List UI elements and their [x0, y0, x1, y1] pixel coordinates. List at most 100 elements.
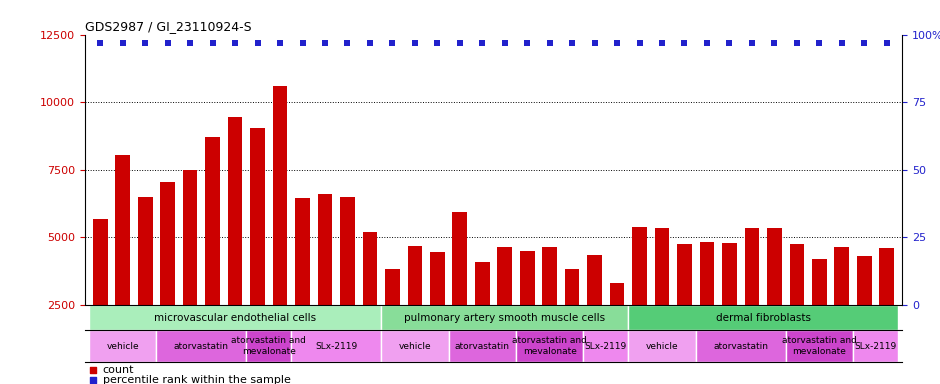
Bar — [722, 243, 737, 373]
Point — [722, 40, 737, 46]
Bar — [381, 330, 448, 362]
Point — [677, 40, 692, 46]
Bar — [381, 305, 628, 330]
Bar — [246, 330, 291, 362]
Text: atorvastatin: atorvastatin — [455, 342, 509, 351]
Point — [160, 40, 175, 46]
Bar — [183, 170, 197, 373]
Point — [879, 40, 894, 46]
Point — [542, 40, 557, 46]
Bar — [295, 198, 310, 373]
Point — [767, 40, 782, 46]
Point — [520, 40, 535, 46]
Point — [856, 40, 871, 46]
Text: SLx-2119: SLx-2119 — [315, 342, 357, 351]
Point — [250, 40, 265, 46]
Point — [86, 367, 101, 373]
Bar — [628, 305, 898, 330]
Bar — [588, 255, 602, 373]
Bar — [880, 248, 894, 373]
Text: microvascular endothelial cells: microvascular endothelial cells — [154, 313, 316, 323]
Point — [834, 40, 849, 46]
Bar — [116, 155, 130, 373]
Bar — [677, 244, 692, 373]
Bar — [452, 212, 467, 373]
Bar — [318, 194, 333, 373]
Bar — [853, 330, 898, 362]
Bar — [542, 247, 557, 373]
Bar — [93, 218, 107, 373]
Text: atorvastatin and
mevalonate: atorvastatin and mevalonate — [512, 336, 588, 356]
Point — [384, 40, 400, 46]
Text: percentile rank within the sample: percentile rank within the sample — [102, 375, 290, 384]
Point — [609, 40, 624, 46]
Text: vehicle: vehicle — [399, 342, 431, 351]
Bar — [654, 228, 669, 373]
Point — [363, 40, 378, 46]
Bar — [497, 247, 512, 373]
Bar — [291, 330, 381, 362]
Bar — [565, 269, 579, 373]
Bar — [767, 228, 782, 373]
Bar — [516, 330, 584, 362]
Point — [227, 40, 243, 46]
Bar — [744, 228, 760, 373]
Point — [699, 40, 714, 46]
Point — [475, 40, 490, 46]
Bar — [385, 269, 400, 373]
Text: vehicle: vehicle — [646, 342, 679, 351]
Text: GDS2987 / GI_23110924-S: GDS2987 / GI_23110924-S — [85, 20, 251, 33]
Point — [654, 40, 669, 46]
Point — [273, 40, 288, 46]
Text: vehicle: vehicle — [106, 342, 139, 351]
Point — [295, 40, 310, 46]
Bar — [430, 252, 445, 373]
Point — [407, 40, 422, 46]
Bar — [857, 257, 871, 373]
Text: atorvastatin and
mevalonate: atorvastatin and mevalonate — [782, 336, 856, 356]
Text: atorvastatin and
mevalonate: atorvastatin and mevalonate — [231, 336, 306, 356]
Bar — [448, 330, 516, 362]
Bar — [790, 244, 804, 373]
Point — [812, 40, 827, 46]
Point — [182, 40, 197, 46]
Point — [430, 40, 445, 46]
Text: count: count — [102, 365, 134, 375]
Point — [93, 40, 108, 46]
Bar — [340, 197, 354, 373]
Point — [86, 377, 101, 383]
Point — [318, 40, 333, 46]
Bar — [475, 262, 490, 373]
Point — [565, 40, 580, 46]
Point — [744, 40, 760, 46]
Point — [790, 40, 805, 46]
Point — [138, 40, 153, 46]
Bar — [138, 197, 152, 373]
Bar — [273, 86, 288, 373]
Bar — [633, 227, 647, 373]
Text: atorvastatin: atorvastatin — [174, 342, 229, 351]
Bar — [227, 117, 243, 373]
Bar — [161, 182, 175, 373]
Bar — [628, 330, 696, 362]
Bar — [89, 330, 156, 362]
Point — [452, 40, 467, 46]
Bar — [156, 330, 246, 362]
Bar — [696, 330, 786, 362]
Text: pulmonary artery smooth muscle cells: pulmonary artery smooth muscle cells — [404, 313, 605, 323]
Bar — [584, 330, 628, 362]
Bar — [699, 242, 714, 373]
Point — [497, 40, 512, 46]
Point — [632, 40, 647, 46]
Text: SLx-2119: SLx-2119 — [585, 342, 627, 351]
Text: SLx-2119: SLx-2119 — [854, 342, 897, 351]
Point — [116, 40, 131, 46]
Bar — [786, 330, 853, 362]
Point — [588, 40, 603, 46]
Bar — [205, 137, 220, 373]
Bar — [89, 305, 381, 330]
Bar — [363, 232, 377, 373]
Text: dermal fibroblasts: dermal fibroblasts — [715, 313, 810, 323]
Bar — [520, 251, 535, 373]
Point — [340, 40, 355, 46]
